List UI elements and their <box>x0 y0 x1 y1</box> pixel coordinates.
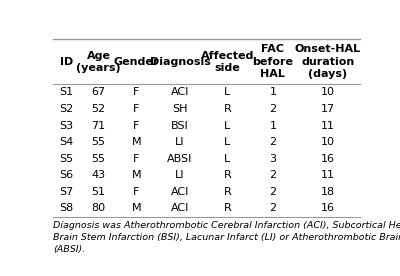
Text: R: R <box>224 170 231 180</box>
Text: S5: S5 <box>59 154 74 164</box>
Text: Diagnosis: Diagnosis <box>150 57 210 67</box>
Text: 10: 10 <box>321 137 335 147</box>
Text: ACI: ACI <box>171 187 189 197</box>
Text: 10: 10 <box>321 87 335 97</box>
Text: FAC
before
HAL: FAC before HAL <box>252 44 293 79</box>
Text: 16: 16 <box>321 154 335 164</box>
Text: L: L <box>224 154 230 164</box>
Text: M: M <box>132 170 141 180</box>
Text: F: F <box>133 87 140 97</box>
Text: 52: 52 <box>92 104 106 114</box>
Text: 1: 1 <box>269 121 276 131</box>
Text: 11: 11 <box>321 121 335 131</box>
Text: F: F <box>133 187 140 197</box>
Text: R: R <box>224 203 231 213</box>
Text: 71: 71 <box>92 121 106 131</box>
Text: 2: 2 <box>269 170 276 180</box>
Text: M: M <box>132 137 141 147</box>
Text: 55: 55 <box>92 154 106 164</box>
Text: R: R <box>224 187 231 197</box>
Text: F: F <box>133 154 140 164</box>
Text: LI: LI <box>175 170 185 180</box>
Text: F: F <box>133 121 140 131</box>
Text: L: L <box>224 87 230 97</box>
Text: F: F <box>133 104 140 114</box>
Text: R: R <box>224 104 231 114</box>
Text: SH: SH <box>172 104 188 114</box>
Text: S3: S3 <box>59 121 74 131</box>
Text: 11: 11 <box>321 170 335 180</box>
Text: 18: 18 <box>321 187 335 197</box>
Text: S2: S2 <box>59 104 74 114</box>
Text: ABSI: ABSI <box>167 154 193 164</box>
Text: Onset-HAL
duration
(days): Onset-HAL duration (days) <box>295 44 361 79</box>
Text: 17: 17 <box>321 104 335 114</box>
Text: L: L <box>224 121 230 131</box>
Text: S4: S4 <box>59 137 74 147</box>
Text: S7: S7 <box>59 187 74 197</box>
Text: Diagnosis was Atherothrombotic Cerebral Infarction (ACI), Subcortical Hemorrhage: Diagnosis was Atherothrombotic Cerebral … <box>53 221 400 254</box>
Text: 43: 43 <box>92 170 106 180</box>
Text: ACI: ACI <box>171 87 189 97</box>
Text: 16: 16 <box>321 203 335 213</box>
Text: LI: LI <box>175 137 185 147</box>
Text: Age
(years): Age (years) <box>76 51 121 73</box>
Text: 67: 67 <box>92 87 106 97</box>
Text: 55: 55 <box>92 137 106 147</box>
Text: 2: 2 <box>269 203 276 213</box>
Text: S8: S8 <box>59 203 74 213</box>
Text: 2: 2 <box>269 187 276 197</box>
Text: 2: 2 <box>269 137 276 147</box>
Text: BSI: BSI <box>171 121 189 131</box>
Text: S1: S1 <box>59 87 74 97</box>
Text: L: L <box>224 137 230 147</box>
Text: ID: ID <box>60 57 73 67</box>
Text: 2: 2 <box>269 104 276 114</box>
Text: M: M <box>132 203 141 213</box>
Text: ACI: ACI <box>171 203 189 213</box>
Text: 51: 51 <box>92 187 106 197</box>
Text: Affected
side: Affected side <box>201 51 254 73</box>
Text: S6: S6 <box>59 170 74 180</box>
Text: 3: 3 <box>269 154 276 164</box>
Text: 80: 80 <box>92 203 106 213</box>
Text: Gender: Gender <box>114 57 159 67</box>
Text: 1: 1 <box>269 87 276 97</box>
